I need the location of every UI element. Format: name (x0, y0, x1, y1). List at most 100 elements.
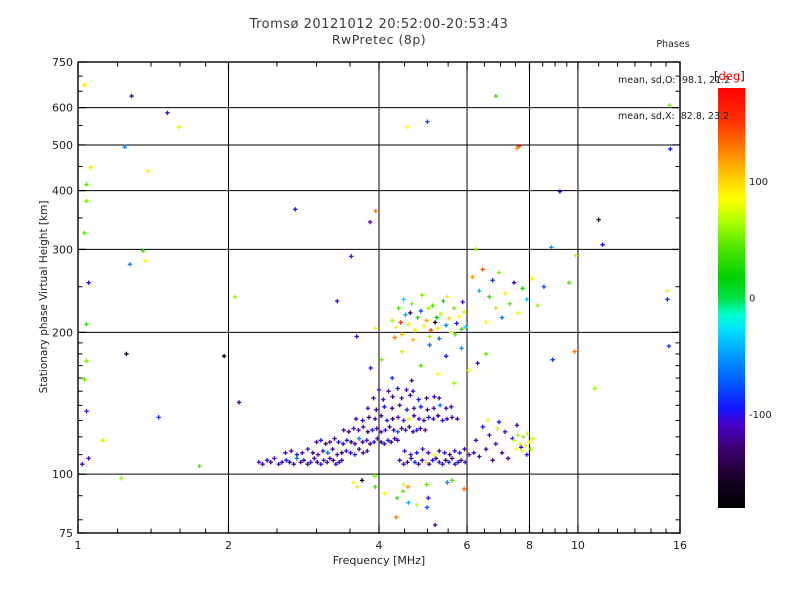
scatter-point (431, 416, 436, 422)
scatter-point (407, 424, 412, 430)
scatter-point (517, 441, 522, 446)
scatter-point (312, 456, 317, 461)
scatter-point (370, 427, 375, 433)
scatter-point (480, 267, 485, 272)
scatter-point (418, 404, 424, 409)
scatter-point (487, 432, 492, 438)
scatter-point (318, 461, 324, 467)
scatter-point (352, 441, 358, 446)
scatter-point (404, 407, 410, 412)
scatter-point (426, 450, 431, 456)
scatter-point (375, 436, 380, 441)
scatter-point (427, 334, 432, 339)
scatter-point (385, 438, 391, 443)
scatter-point (483, 446, 489, 452)
scatter-point (421, 324, 427, 329)
scatter-point (356, 427, 361, 433)
scatter-point (435, 326, 441, 331)
scatter-point (100, 438, 105, 443)
scatter-point (320, 448, 326, 454)
scatter-point (466, 452, 472, 457)
scatter-point (396, 306, 401, 311)
scatter-point (424, 395, 429, 401)
scatter-point (323, 441, 328, 446)
scatter-point (340, 441, 346, 446)
scatter-point (433, 456, 439, 461)
y-tick-label: 750 (52, 56, 73, 69)
scatter-point (344, 448, 349, 454)
scatter-point (459, 327, 464, 332)
scatter-point (440, 418, 445, 423)
scatter-point (427, 342, 432, 348)
scatter-point (374, 407, 379, 412)
scatter-point (409, 456, 414, 461)
scatter-point (406, 500, 411, 505)
x-tick-label: 2 (225, 539, 232, 552)
scatter-point (432, 522, 438, 528)
scatter-point (441, 298, 446, 304)
scatter-point (321, 458, 326, 463)
scatter-point (416, 416, 422, 422)
scatter-point (416, 461, 421, 467)
scatter-point (372, 474, 377, 479)
scatter-point (404, 387, 409, 393)
scatter-point (461, 309, 467, 315)
scatter-point (490, 458, 495, 463)
scatter-point (409, 378, 414, 383)
scatter-point (352, 452, 358, 457)
scatter-point (477, 288, 482, 294)
scatter-point (405, 484, 411, 490)
phase-stats-o-mode: mean, sd,O: -98.1, 21.2 (618, 75, 731, 86)
scatter-point (294, 452, 300, 457)
scatter-point (449, 404, 454, 409)
scatter-point (393, 325, 398, 330)
scatter-point (524, 297, 529, 302)
scatter-point (457, 450, 462, 456)
chart-subtitle: RwPretec (8p) (331, 32, 427, 47)
scatter-point (423, 460, 428, 465)
scatter-point (368, 365, 373, 371)
scatter-point (129, 93, 134, 99)
scatter-point (389, 318, 395, 323)
scatter-point (399, 349, 405, 354)
phase-stats-x-mode: mean, sd,X: 82.8, 23.2 (618, 111, 730, 122)
scatter-point (420, 446, 425, 452)
colorbar-tick-label: 100 (749, 177, 768, 188)
scatter-point (349, 254, 354, 259)
scatter-point (356, 436, 362, 441)
scatter-point (378, 413, 384, 419)
scatter-point (668, 146, 673, 152)
scatter-point (399, 395, 404, 401)
scatter-point (495, 426, 500, 431)
scatter-point (416, 397, 421, 402)
scatter-point (424, 318, 429, 323)
x-axis-title: Frequency [MHz] (332, 554, 426, 567)
y-tick-label: 600 (52, 102, 73, 115)
scatter-point (523, 443, 528, 448)
scatter-point (528, 446, 534, 452)
scatter-point (397, 458, 402, 463)
scatter-point (513, 446, 519, 452)
scatter-point (443, 406, 449, 411)
scatter-point (435, 413, 441, 419)
scatter-point (336, 439, 341, 445)
scatter-point (424, 482, 429, 487)
scatter-point (403, 427, 408, 433)
scatter-point (431, 406, 437, 411)
scatter-point (371, 439, 377, 445)
plot-frame (77, 61, 681, 534)
scatter-point (406, 416, 412, 422)
scatter-point (524, 452, 529, 457)
scatter-point (424, 505, 430, 510)
scatter-point (382, 491, 387, 496)
scatter-point (443, 458, 448, 463)
scatter-point (140, 248, 146, 253)
y-tick-label: 200 (52, 326, 73, 339)
scatter-point (449, 456, 455, 461)
scatter-point (365, 429, 371, 435)
scatter-point (592, 386, 597, 391)
scatter-point (516, 310, 521, 316)
scatter-point (356, 446, 362, 452)
scatter-point (463, 460, 468, 465)
